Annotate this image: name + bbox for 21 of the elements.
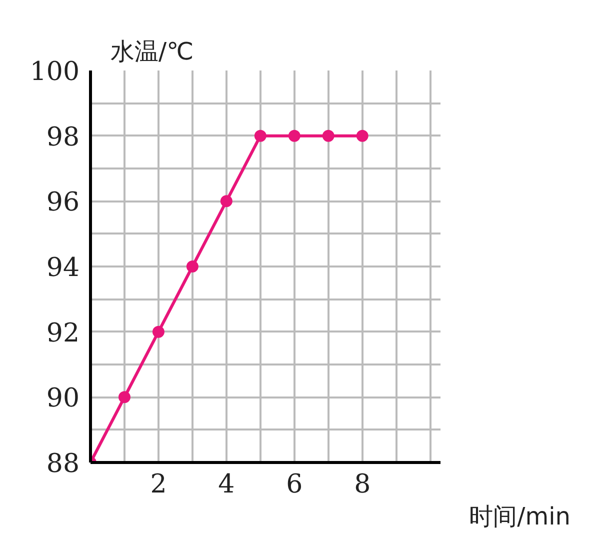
point xyxy=(186,260,198,272)
point xyxy=(152,326,164,338)
y-tick-label: 88 xyxy=(46,449,80,479)
x-tick-label: 4 xyxy=(218,470,235,500)
x-tick-label: 2 xyxy=(150,470,167,500)
point xyxy=(288,130,300,142)
point xyxy=(118,391,130,404)
x-tick-label: 6 xyxy=(286,470,303,500)
x-axis-title: 时间/min xyxy=(469,502,570,530)
y-tick-label: 94 xyxy=(46,253,80,283)
point xyxy=(322,130,334,142)
y-axis-title: 水温/℃ xyxy=(110,38,194,66)
y-tick-label: 98 xyxy=(46,122,80,152)
point xyxy=(220,195,232,208)
y-tick-label: 96 xyxy=(46,188,80,218)
y-tick-label: 92 xyxy=(46,318,80,348)
y-tick-label: 100 xyxy=(30,57,80,87)
point xyxy=(254,130,266,142)
point xyxy=(356,130,368,142)
x-tick-label: 8 xyxy=(354,470,371,500)
y-tick-label: 90 xyxy=(46,384,80,414)
